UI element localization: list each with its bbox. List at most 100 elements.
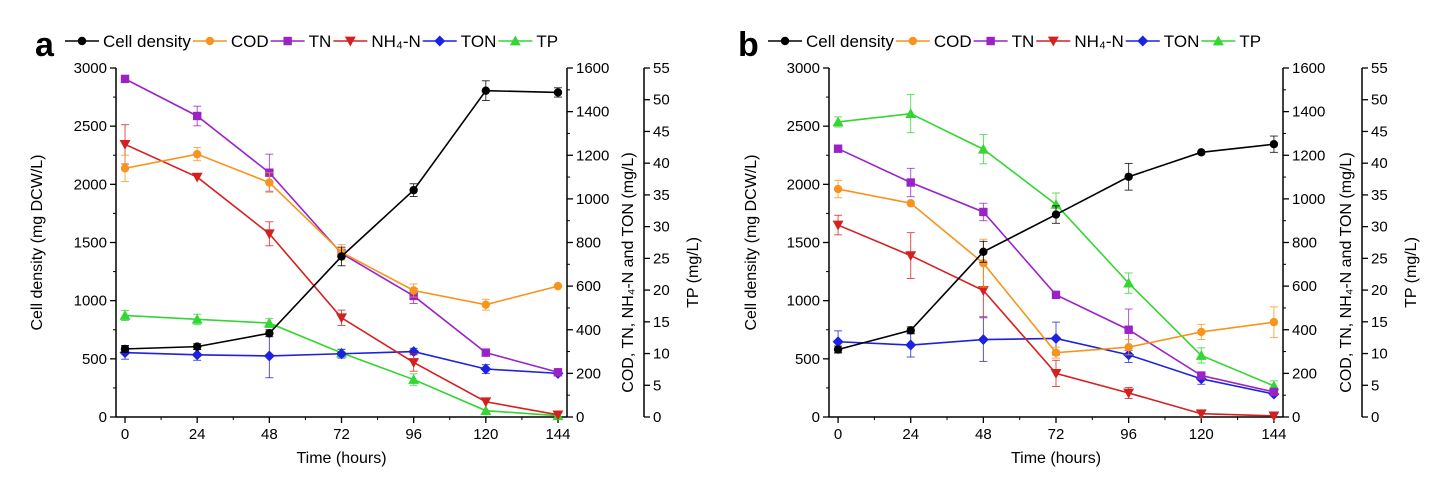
data-point — [120, 164, 130, 173]
right1-y-axis-label: COD, TN, NH₄-N and TON (mg/L) — [620, 152, 637, 392]
legend-marker — [344, 36, 356, 47]
legend-item: COD — [895, 32, 972, 51]
data-point — [120, 74, 130, 84]
right2-y-tick-label: 25 — [653, 250, 670, 267]
left-y-tick-label: 1000 — [74, 293, 107, 310]
data-point — [1195, 349, 1207, 360]
data-point — [192, 342, 202, 351]
left-y-tick-label: 500 — [795, 351, 820, 368]
right1-y-tick-label: 800 — [1292, 235, 1317, 252]
data-point — [263, 317, 275, 328]
legend-label: NH₄-N — [371, 32, 420, 51]
right2-y-tick-label: 35 — [653, 187, 670, 204]
data-point — [1124, 325, 1133, 334]
data-point — [1269, 139, 1279, 149]
data-point — [336, 348, 347, 360]
data-point — [192, 149, 202, 159]
legend-label: Cell density — [103, 32, 191, 51]
legend-label: TP — [536, 32, 558, 51]
legend-marker — [908, 36, 918, 46]
x-tick-label: 0 — [834, 426, 842, 443]
legend-marker — [283, 36, 292, 46]
legend-label: TN — [1012, 32, 1035, 51]
data-point — [1050, 369, 1062, 379]
right2-y-tick-label: 30 — [1371, 219, 1388, 236]
series-line — [124, 153, 559, 306]
legend-marker — [780, 36, 790, 46]
right1-y-tick-label: 200 — [576, 365, 601, 382]
legend: Cell density COD TN NH₄-N TON TP — [65, 32, 558, 51]
right2-y-tick-label: 50 — [653, 92, 670, 109]
left-y-tick-label: 3000 — [74, 60, 107, 77]
left-y-tick-label: 2000 — [74, 176, 107, 193]
series-line — [124, 314, 559, 417]
right2-y-tick-label: 45 — [653, 123, 670, 140]
right2-y-tick-label: 10 — [1371, 346, 1388, 363]
legend-label: COD — [934, 32, 972, 51]
left-y-axis-label: Cell density (mg DCW/L) — [29, 154, 46, 330]
legend-label: TP — [1239, 32, 1261, 51]
series-cod — [833, 179, 1279, 359]
data-point — [119, 139, 131, 150]
data-point — [1050, 198, 1062, 209]
data-point — [480, 397, 492, 408]
right2-y-tick-label: 40 — [653, 155, 670, 172]
legend-marker — [1212, 35, 1224, 46]
data-point — [979, 259, 988, 268]
x-tick-label: 120 — [473, 426, 498, 443]
data-point — [552, 410, 564, 421]
right1-y-tick-label: 200 — [1292, 365, 1317, 382]
data-point — [1124, 172, 1133, 181]
right2-y-tick-label: 20 — [653, 282, 670, 299]
data-point — [977, 143, 989, 154]
legend-item: TN — [270, 32, 331, 51]
data-point — [833, 144, 843, 153]
legend-item: Cell density — [65, 32, 191, 51]
right1-y-tick-label: 400 — [576, 322, 601, 339]
data-point — [905, 108, 917, 119]
right1-y-tick-label: 800 — [576, 235, 601, 252]
legend-label: NH₄-N — [1074, 32, 1123, 51]
data-point — [1197, 327, 1206, 337]
x-tick-label: 48 — [261, 426, 278, 443]
data-point — [191, 172, 203, 183]
data-point — [905, 339, 917, 351]
data-point — [337, 252, 346, 261]
data-point — [977, 334, 989, 346]
right1-y-tick-label: 1600 — [1292, 60, 1325, 77]
left-y-tick-label: 2000 — [787, 176, 820, 193]
left-y-tick-label: 500 — [82, 351, 107, 368]
legend-item: COD — [192, 32, 269, 51]
left-y-tick-label: 2500 — [787, 118, 820, 135]
right2-y-tick-label: 45 — [1371, 123, 1388, 140]
x-tick-label: 72 — [1048, 426, 1065, 443]
right1-y-tick-label: 1200 — [576, 147, 609, 164]
data-point — [1195, 409, 1207, 420]
data-point — [481, 300, 491, 309]
right2-y-tick-label: 50 — [1371, 92, 1388, 109]
right2-y-tick-label: 10 — [653, 346, 670, 363]
series-cell-density — [120, 80, 563, 354]
x-tick-label: 96 — [405, 426, 422, 443]
left-y-tick-label: 1000 — [787, 293, 820, 310]
data-point — [1050, 333, 1062, 344]
right2-y-tick-label: 35 — [1371, 187, 1388, 204]
data-point — [832, 116, 844, 127]
left-y-tick-label: 1500 — [787, 235, 820, 252]
x-tick-label: 48 — [975, 426, 992, 443]
data-point — [979, 207, 988, 217]
data-point — [977, 286, 989, 296]
legend: Cell density COD TN NH₄-N TON TP — [768, 32, 1261, 51]
data-point — [906, 326, 915, 335]
data-point — [1051, 210, 1061, 219]
legend-marker — [986, 36, 995, 46]
right2-y-tick-label: 55 — [1371, 60, 1388, 77]
panel-label: a — [35, 26, 55, 64]
right2-y-tick-label: 5 — [1371, 377, 1379, 394]
x-tick-label: 24 — [902, 426, 919, 443]
right2-y-axis-label: TP (mg/L) — [685, 237, 702, 308]
left-y-tick-label: 0 — [99, 409, 107, 426]
data-point — [1123, 388, 1135, 399]
right1-y-tick-label: 400 — [1292, 322, 1317, 339]
